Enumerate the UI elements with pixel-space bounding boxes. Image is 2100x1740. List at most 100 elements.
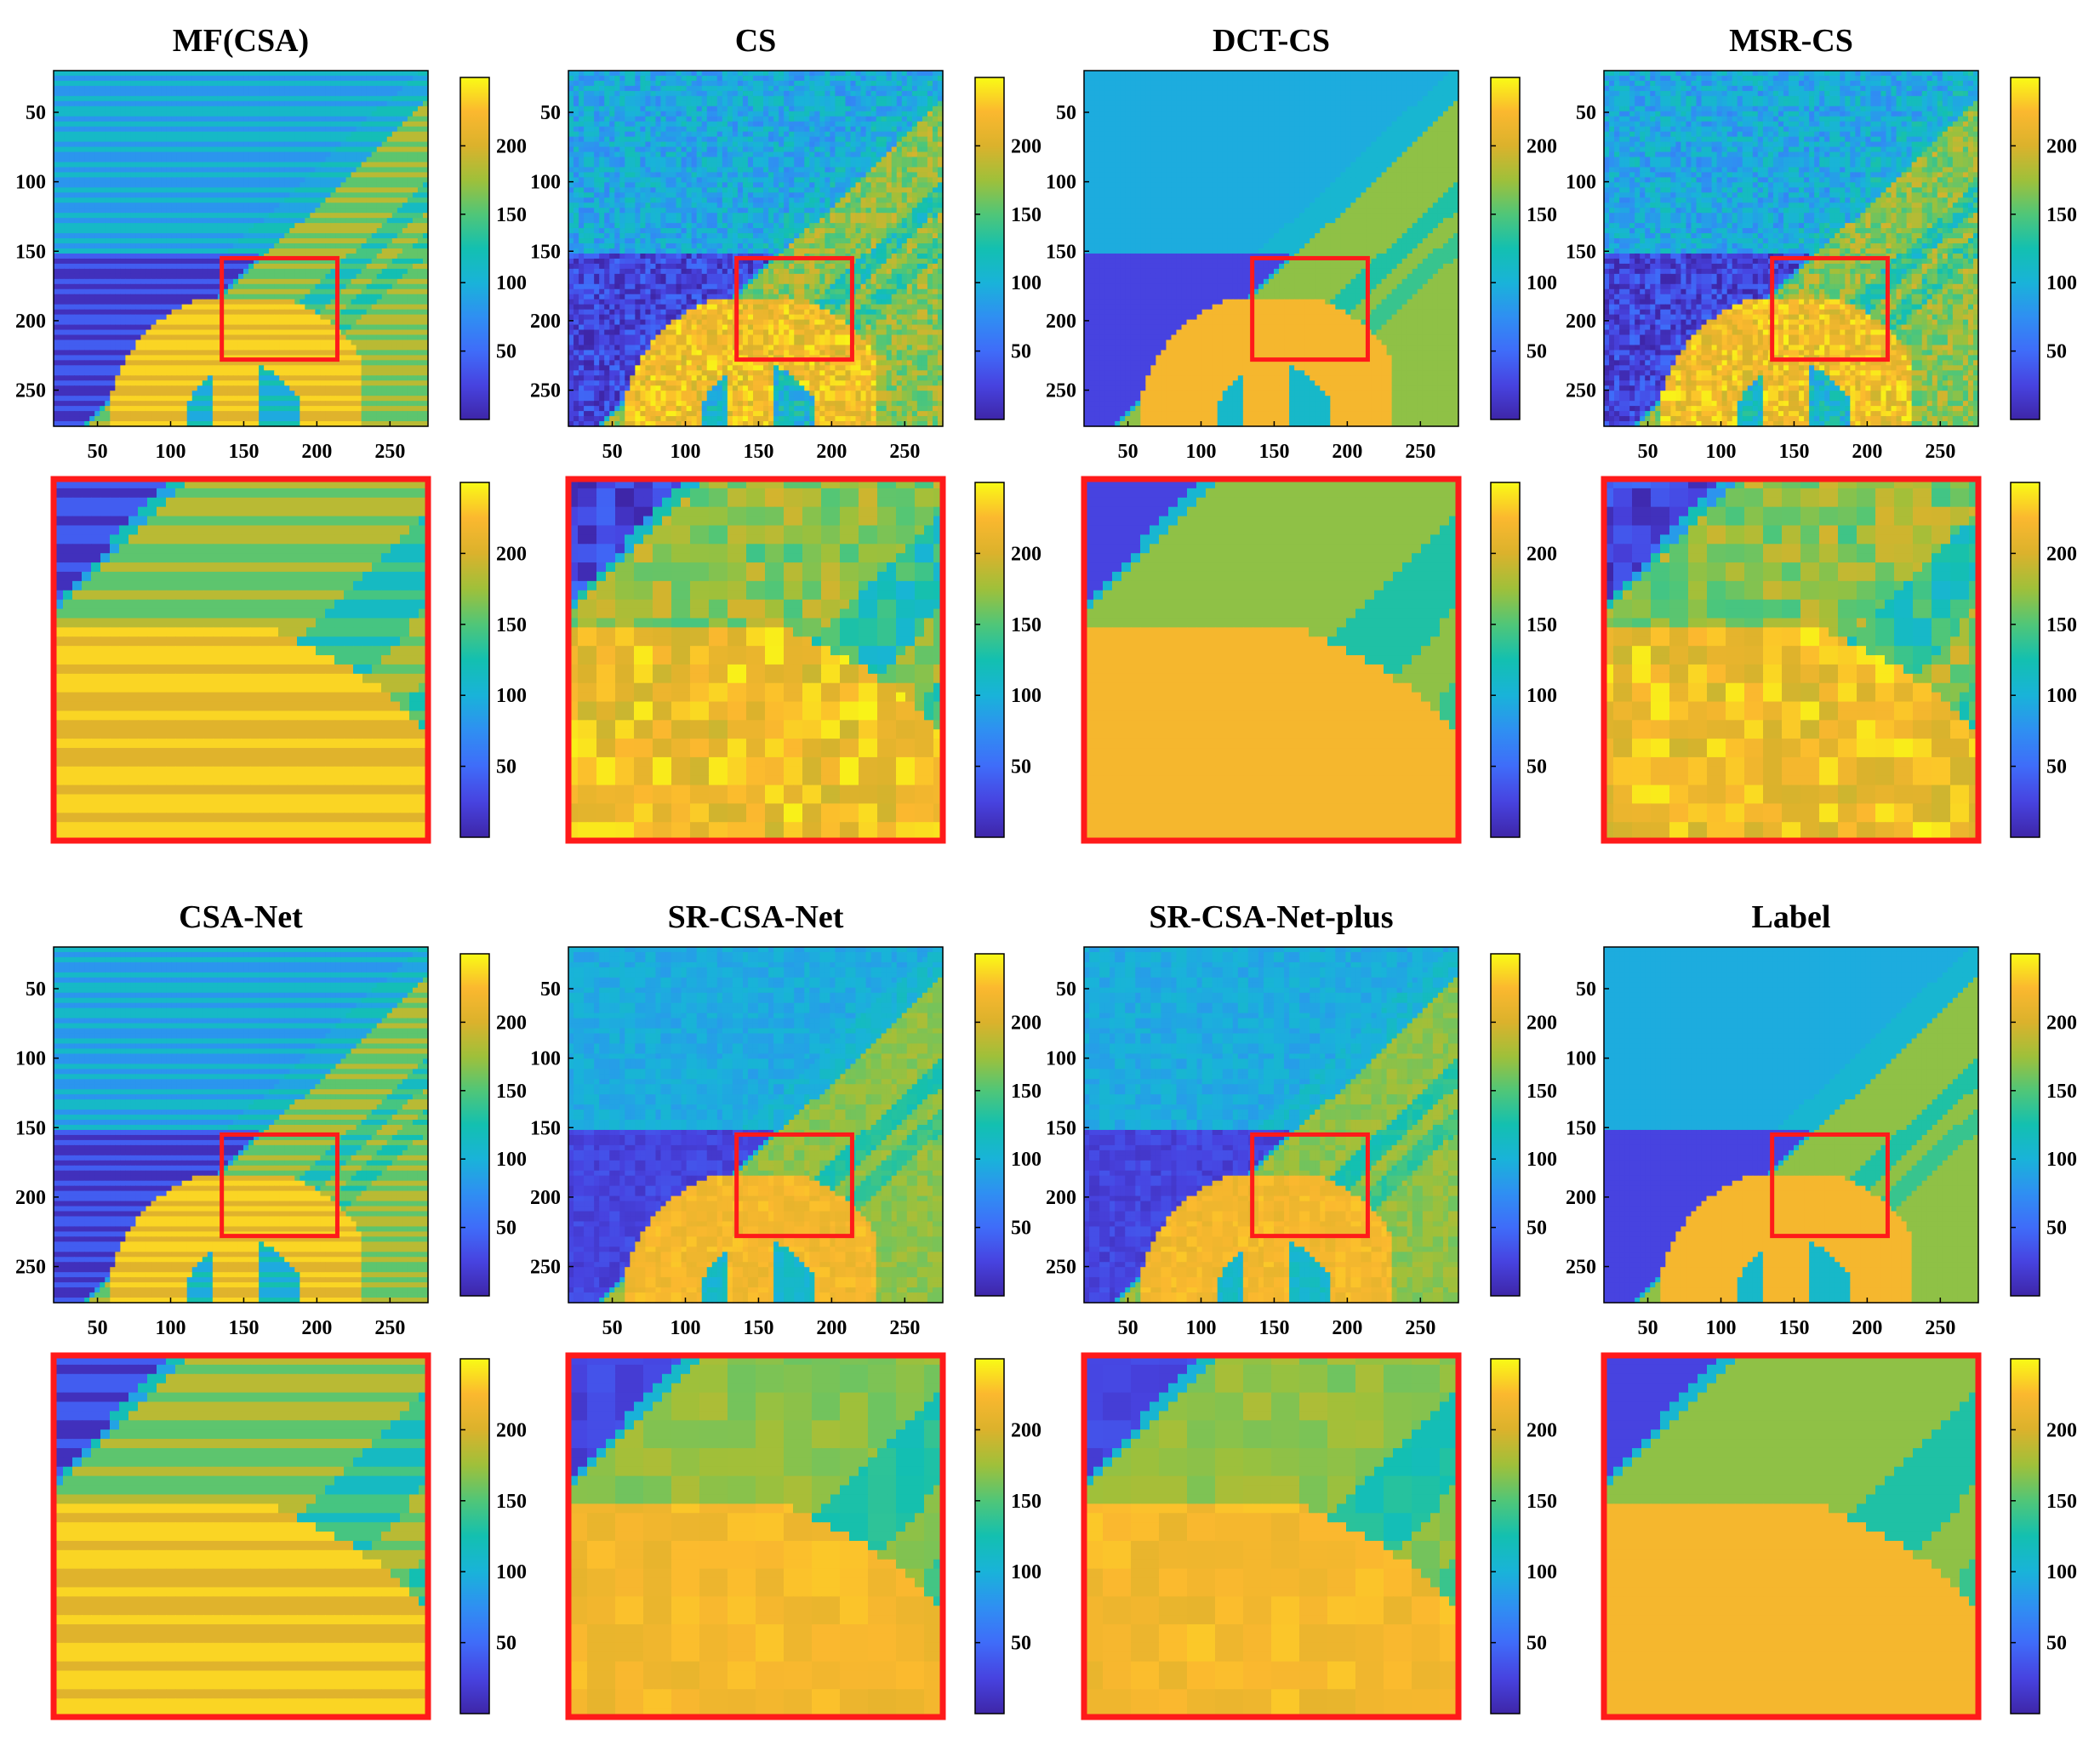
- colorbar-tick-label: 100: [496, 1149, 527, 1171]
- colorbar: [1491, 1359, 1520, 1714]
- x-tick-label: 100: [156, 441, 186, 463]
- colorbar-tick-label: 200: [1526, 1012, 1557, 1034]
- colorbar-tick-label: 200: [2046, 1419, 2077, 1441]
- y-tick-label: 150: [15, 1117, 46, 1139]
- colorbar: [975, 954, 1004, 1296]
- panel-title: DCT-CS: [1213, 23, 1330, 59]
- colorbar: [2011, 954, 2040, 1296]
- colorbar-tick-label: 50: [1526, 756, 1547, 779]
- y-tick-label: 150: [1046, 241, 1076, 263]
- x-tick-label: 200: [301, 441, 332, 463]
- x-tick-label: 150: [1778, 1317, 1809, 1339]
- colorbar: [975, 482, 1004, 837]
- x-tick-label: 50: [1638, 1317, 1658, 1339]
- x-tick-label: 100: [1706, 441, 1737, 463]
- panel-title: CS: [735, 23, 777, 59]
- colorbar-tick-label: 200: [1526, 1419, 1557, 1441]
- x-tick-label: 100: [1186, 441, 1217, 463]
- colorbar-tick-label: 200: [1526, 135, 1557, 157]
- y-tick-label: 100: [1046, 1048, 1076, 1070]
- x-tick-label: 50: [602, 441, 623, 463]
- comparison-figure: MF(CSA)50 100 150 200 2505010015020025050100…: [0, 0, 2100, 1740]
- colorbar-tick-label: 100: [1011, 1149, 1041, 1171]
- y-tick-label: 100: [1046, 172, 1076, 194]
- zoomed-heatmap: [1604, 479, 1979, 841]
- y-tick-label: 50: [1576, 978, 1596, 1001]
- heatmap-image: [1084, 947, 1459, 1304]
- y-tick-label: 200: [1566, 1187, 1596, 1209]
- colorbar-tick-label: 200: [1011, 135, 1041, 157]
- colorbar-tick-label: 150: [496, 1081, 527, 1103]
- colorbar: [460, 482, 489, 837]
- colorbar-tick-label: 50: [2046, 1218, 2067, 1240]
- x-tick-label: 250: [889, 1317, 920, 1339]
- x-tick-label: 150: [743, 1317, 773, 1339]
- colorbar-tick-label: 50: [1526, 1218, 1547, 1240]
- y-tick-label: 250: [1566, 380, 1596, 402]
- x-tick-label: 200: [1852, 1317, 1882, 1339]
- x-tick-label: 250: [374, 441, 405, 463]
- colorbar: [460, 954, 489, 1296]
- x-tick-label: 100: [671, 1317, 701, 1339]
- colorbar-tick-label: 150: [496, 204, 527, 226]
- x-tick-label: 50: [1118, 441, 1138, 463]
- y-tick-label: 250: [530, 1257, 561, 1279]
- colorbar-tick-label: 200: [1011, 543, 1041, 565]
- y-tick-label: 100: [15, 1048, 46, 1070]
- y-tick-label: 50: [1576, 102, 1596, 124]
- x-tick-label: 200: [1332, 441, 1362, 463]
- colorbar-tick-label: 50: [496, 1633, 516, 1655]
- colorbar-tick-label: 50: [1011, 756, 1031, 779]
- y-tick-label: 100: [1566, 172, 1596, 194]
- colorbar-tick-label: 150: [2046, 1081, 2077, 1103]
- colorbar-tick-label: 100: [2046, 685, 2077, 707]
- colorbar-tick-label: 50: [1011, 1633, 1031, 1655]
- x-tick-label: 50: [88, 441, 108, 463]
- y-tick-label: 200: [15, 1187, 46, 1209]
- colorbar-tick-label: 100: [1526, 685, 1557, 707]
- y-tick-label: 100: [530, 1048, 561, 1070]
- heatmap-image: [1604, 71, 1979, 427]
- zoomed-heatmap: [568, 1355, 944, 1718]
- colorbar-tick-label: 150: [2046, 614, 2077, 636]
- x-tick-label: 200: [816, 441, 847, 463]
- x-tick-label: 250: [1925, 1317, 1955, 1339]
- colorbar-tick-label: 150: [1526, 1491, 1557, 1513]
- y-tick-label: 150: [15, 241, 46, 263]
- y-tick-label: 150: [1566, 241, 1596, 263]
- x-tick-label: 150: [1778, 441, 1809, 463]
- colorbar-tick-label: 100: [496, 272, 527, 294]
- x-tick-label: 150: [228, 1317, 259, 1339]
- zoomed-heatmap: [1084, 1355, 1459, 1718]
- colorbar-tick-label: 100: [496, 685, 527, 707]
- x-tick-label: 150: [228, 441, 259, 463]
- x-tick-label: 100: [156, 1317, 186, 1339]
- panel-title: MF(CSA): [173, 23, 309, 59]
- colorbar-tick-label: 150: [2046, 1491, 2077, 1513]
- x-tick-label: 200: [1332, 1317, 1362, 1339]
- colorbar-tick-label: 100: [1526, 1149, 1557, 1171]
- x-tick-label: 200: [1852, 441, 1882, 463]
- colorbar-tick-label: 200: [496, 135, 527, 157]
- colorbar-tick-label: 150: [496, 1491, 527, 1513]
- panel-title: CSA-Net: [179, 899, 303, 935]
- colorbar-tick-label: 150: [1011, 1491, 1041, 1513]
- y-tick-label: 250: [15, 380, 46, 402]
- heatmap-image: [1084, 71, 1459, 427]
- heatmap-image: [54, 71, 429, 427]
- colorbar: [975, 77, 1004, 419]
- colorbar-tick-label: 50: [1011, 341, 1031, 363]
- colorbar-tick-label: 100: [2046, 272, 2077, 294]
- y-tick-label: 200: [1566, 311, 1596, 333]
- y-tick-label: 250: [15, 1257, 46, 1279]
- x-tick-label: 100: [671, 441, 701, 463]
- y-tick-label: 200: [1046, 1187, 1076, 1209]
- y-tick-label: 200: [15, 311, 46, 333]
- colorbar-tick-label: 150: [1526, 1081, 1557, 1103]
- colorbar-tick-label: 150: [2046, 204, 2077, 226]
- zoomed-heatmap: [54, 479, 429, 841]
- x-tick-label: 50: [1638, 441, 1658, 463]
- y-tick-label: 150: [530, 241, 561, 263]
- y-tick-label: 250: [1046, 380, 1076, 402]
- colorbar-tick-label: 50: [2046, 1633, 2067, 1655]
